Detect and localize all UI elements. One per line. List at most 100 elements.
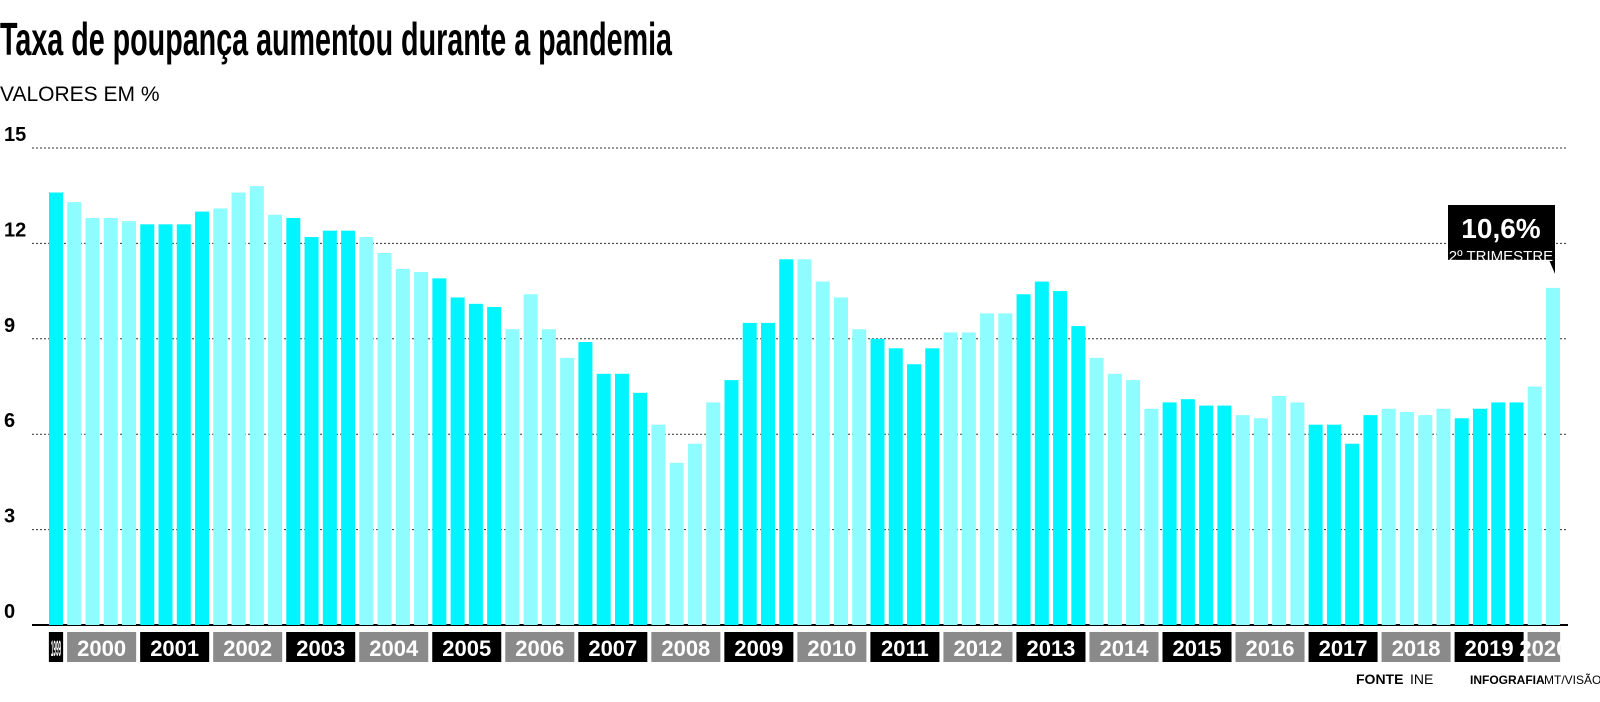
bar bbox=[1546, 287, 1560, 625]
x-tick-label: 2016 bbox=[1246, 636, 1295, 661]
bar bbox=[706, 402, 721, 625]
bar bbox=[341, 230, 356, 625]
chart-subtitle: VALORES EM % bbox=[0, 83, 160, 106]
bar bbox=[925, 348, 940, 625]
bar bbox=[1034, 281, 1049, 625]
bar bbox=[195, 211, 210, 625]
bar bbox=[1126, 380, 1141, 625]
bar bbox=[779, 259, 794, 625]
bar bbox=[1290, 402, 1305, 625]
bar bbox=[359, 237, 374, 626]
bar bbox=[578, 341, 593, 625]
footer: FONTE INE INFOGRAFIA MT/VISÃO bbox=[1356, 671, 1600, 687]
bar bbox=[304, 237, 319, 626]
y-tick-label: 12 bbox=[4, 219, 26, 241]
bar bbox=[450, 297, 465, 625]
source-label: FONTE bbox=[1356, 671, 1403, 687]
x-tick-label: 2009 bbox=[734, 636, 783, 661]
year-box bbox=[213, 632, 283, 662]
bar bbox=[85, 217, 100, 625]
x-tick-label: 2015 bbox=[1173, 636, 1222, 661]
year-box bbox=[943, 632, 1013, 662]
bar bbox=[943, 332, 958, 625]
bar bbox=[596, 373, 611, 625]
bar bbox=[852, 329, 867, 625]
bar bbox=[760, 322, 775, 625]
bar bbox=[158, 224, 173, 625]
bar bbox=[961, 332, 976, 625]
credit-text: MT/VISÃO bbox=[1544, 673, 1600, 687]
bar bbox=[907, 364, 922, 625]
bar bbox=[1162, 402, 1177, 625]
bar bbox=[1381, 408, 1396, 625]
credit-label: INFOGRAFIA bbox=[1470, 673, 1545, 687]
bar bbox=[1418, 415, 1433, 625]
bar bbox=[1180, 399, 1195, 625]
year-box bbox=[1308, 632, 1378, 662]
bar bbox=[523, 294, 538, 625]
bar bbox=[742, 322, 757, 625]
bar bbox=[103, 217, 118, 625]
year-box bbox=[1527, 632, 1561, 662]
x-tick-label: 1999 bbox=[51, 636, 61, 661]
annotation-note: 2º TRIMESTRE bbox=[1449, 248, 1553, 265]
bar bbox=[651, 424, 666, 625]
x-tick-label: 2005 bbox=[442, 636, 491, 661]
annotation-box bbox=[1448, 205, 1555, 274]
bar bbox=[687, 443, 702, 625]
bar bbox=[888, 348, 903, 625]
bar bbox=[1454, 418, 1469, 625]
year-box bbox=[578, 632, 648, 662]
bar bbox=[49, 192, 63, 625]
bar bbox=[1199, 405, 1214, 625]
x-tick-label: 2008 bbox=[661, 636, 710, 661]
year-box bbox=[1381, 632, 1451, 662]
y-tick-label: 9 bbox=[4, 315, 15, 337]
x-tick-label: 2020 bbox=[1519, 636, 1568, 661]
bar bbox=[432, 278, 447, 625]
bar bbox=[377, 252, 392, 625]
bar bbox=[1089, 357, 1104, 625]
x-tick-label: 2007 bbox=[588, 636, 637, 661]
bar bbox=[1363, 415, 1378, 625]
bar bbox=[1308, 424, 1323, 625]
chart-title: Taxa de poupança aumentou durante a pand… bbox=[0, 13, 672, 65]
bar bbox=[1345, 443, 1360, 625]
bar bbox=[505, 329, 520, 625]
y-tick-label: 3 bbox=[4, 506, 15, 528]
bar bbox=[1509, 402, 1524, 625]
bar bbox=[1272, 396, 1287, 625]
x-tick-label: 2006 bbox=[515, 636, 564, 661]
year-box bbox=[1089, 632, 1159, 662]
bar bbox=[1436, 408, 1451, 625]
bar bbox=[834, 297, 849, 625]
bar bbox=[140, 224, 155, 625]
bar bbox=[468, 303, 483, 625]
x-tick-label: 2018 bbox=[1392, 636, 1441, 661]
year-box bbox=[797, 632, 867, 662]
bar bbox=[1472, 408, 1487, 625]
bar bbox=[1071, 326, 1086, 625]
y-tick-label: 6 bbox=[4, 410, 15, 432]
x-tick-label: 2013 bbox=[1026, 636, 1075, 661]
bar bbox=[1016, 294, 1031, 625]
bar bbox=[1253, 418, 1268, 625]
bar bbox=[231, 192, 246, 625]
x-tick-label: 2010 bbox=[807, 636, 856, 661]
x-tick-label: 2017 bbox=[1319, 636, 1368, 661]
bar bbox=[541, 329, 556, 625]
bar bbox=[249, 186, 264, 625]
year-box bbox=[1016, 632, 1086, 662]
y-tick-label: 15 bbox=[4, 124, 26, 146]
source-text: INE bbox=[1410, 671, 1433, 687]
year-box bbox=[651, 632, 721, 662]
bar bbox=[213, 208, 228, 626]
x-tick-label: 2019 bbox=[1465, 636, 1514, 661]
bar bbox=[1107, 373, 1122, 625]
year-box bbox=[724, 632, 794, 662]
x-tick-label: 2003 bbox=[296, 636, 345, 661]
bar bbox=[998, 313, 1013, 625]
bar bbox=[286, 217, 301, 625]
year-box bbox=[1454, 632, 1524, 662]
